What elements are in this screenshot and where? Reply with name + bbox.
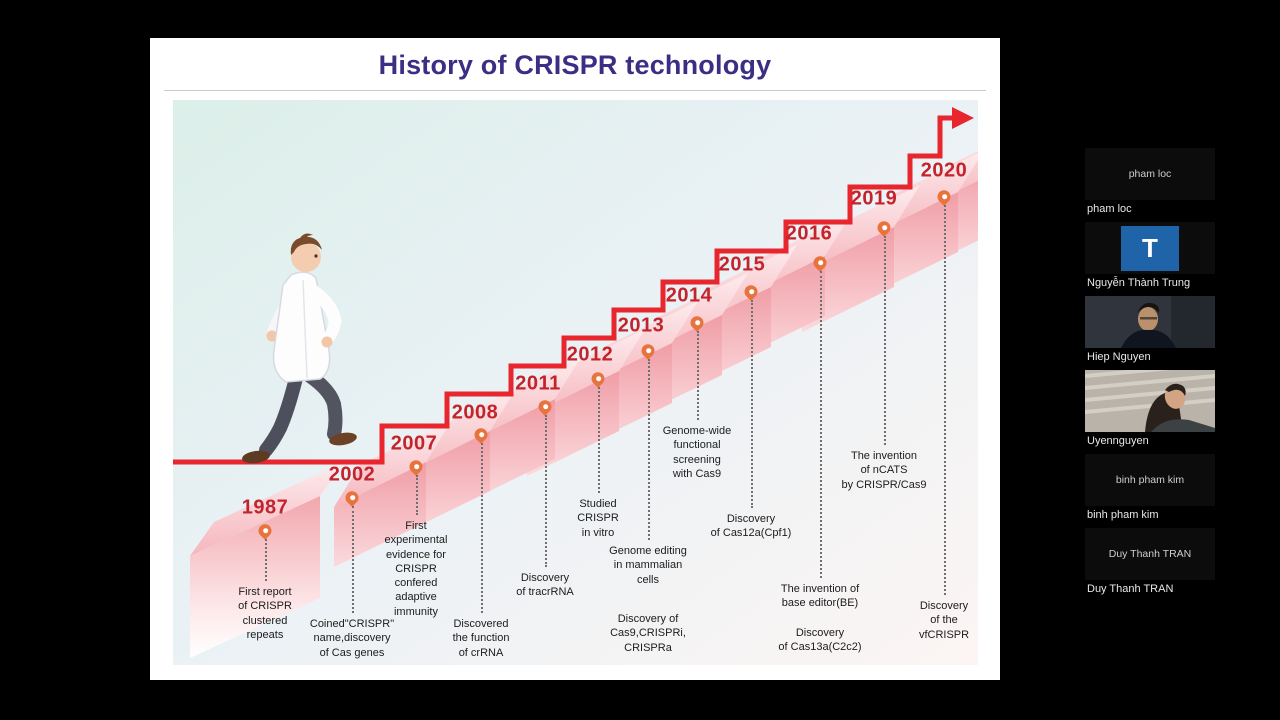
dotted-connector: [416, 475, 418, 515]
dotted-connector: [751, 300, 753, 508]
growth-arrow: [173, 107, 974, 465]
location-pin-icon: [535, 397, 555, 416]
year-label: 2012: [566, 343, 614, 366]
location-pin-icon: [255, 521, 275, 540]
location-pin-icon: [874, 218, 894, 237]
participant-video-tile[interactable]: [1085, 370, 1215, 432]
timeline-step-top: [190, 462, 344, 556]
dotted-connector: [820, 271, 822, 578]
location-pin-icon: [342, 488, 362, 507]
year-label: 1987: [241, 496, 289, 519]
growth-arrow-line: [173, 115, 952, 465]
participant-video-tile[interactable]: [1085, 296, 1215, 348]
year-label: 2002: [328, 463, 376, 486]
participant-video-tile[interactable]: binh pham kim: [1085, 454, 1215, 506]
participant-name: Duy Thanh TRAN: [1087, 583, 1174, 595]
participant: pham loc pham loc: [1085, 148, 1215, 215]
description-text: The invention of base editor(BE): [780, 583, 860, 610]
timeline-layer: 1987 First report of CRISPR clustered rep…: [150, 38, 1000, 680]
timeline-step-top: [334, 420, 452, 507]
dotted-connector: [545, 415, 547, 567]
scientist-figure: [242, 233, 357, 464]
participant-video: [1085, 296, 1215, 348]
year-label: 2014: [665, 284, 713, 307]
participant-tile-label: binh pham kim: [1115, 474, 1185, 486]
description-text: Discovery of Cas9,CRISPRi, CRISPRa: [610, 613, 686, 654]
dotted-connector: [598, 387, 600, 493]
participant: T Nguyễn Thành Trung: [1085, 222, 1215, 289]
participant-name: Nguyễn Thành Trung: [1087, 277, 1191, 289]
description-text: First report of CRISPR clustered repeats: [238, 586, 292, 641]
year-label: 2020: [920, 159, 968, 182]
location-pin-icon: [588, 369, 608, 388]
description-text: Studied CRISPR in vitro: [577, 498, 619, 539]
year-label: 2007: [390, 432, 438, 455]
year-label: 2013: [617, 314, 665, 337]
location-pin-icon: [687, 313, 707, 332]
location-pin-icon: [741, 282, 761, 301]
location-pin-icon: [406, 457, 426, 476]
participant: Hiep Nguyen: [1085, 296, 1215, 363]
participant-video: [1085, 370, 1215, 432]
dotted-connector: [697, 331, 699, 420]
description-text: The invention of nCATS by CRISPR/Cas9: [841, 450, 927, 491]
participant-name: pham loc: [1087, 203, 1132, 215]
participant-video-tile[interactable]: T: [1085, 222, 1215, 274]
dotted-connector: [648, 359, 650, 540]
description-text: Discovery of Cas13a(C2c2): [778, 627, 862, 654]
participants-panel: pham loc pham loc T Nguyễn Thành Trung Hiep …: [1085, 148, 1215, 602]
slide-title: History of CRISPR technology: [378, 50, 772, 80]
participant: Uyennguyen: [1085, 370, 1215, 447]
location-pin-icon: [934, 187, 954, 206]
description-text: Discovered the function of crRNA: [452, 618, 510, 659]
title-divider: [164, 90, 986, 91]
year-label: 2011: [515, 372, 561, 395]
participant: binh pham kim binh pham kim: [1085, 454, 1215, 521]
participant-video-tile[interactable]: Duy Thanh TRAN: [1085, 528, 1215, 580]
description-text: Genome editing in mammalian cells: [609, 545, 687, 586]
year-label: 2008: [451, 401, 499, 424]
arrow-head-icon: [952, 107, 974, 129]
participant-name: Hiep Nguyen: [1087, 351, 1151, 363]
timeline-step-top: [802, 185, 920, 272]
year-label: 2016: [785, 222, 833, 245]
dotted-connector: [352, 506, 354, 613]
participant-video-tile[interactable]: pham loc: [1085, 148, 1215, 200]
staircase-steps: [190, 151, 978, 658]
description-text: Discovery of tracrRNA: [516, 572, 574, 599]
participant-tile-label: pham loc: [1128, 168, 1172, 180]
avatar-letter: T: [1121, 225, 1179, 271]
year-label: 2019: [850, 187, 898, 210]
location-pin-icon: [638, 341, 658, 360]
crispr-staircase-illustration: [173, 100, 978, 665]
dotted-connector: [884, 236, 886, 445]
participant-name: Uyennguyen: [1087, 435, 1149, 447]
timeline-step-front: [190, 496, 320, 658]
location-pin-icon: [810, 253, 830, 272]
participant-name: binh pham kim: [1087, 509, 1159, 521]
participant-tile-label: Duy Thanh TRAN: [1108, 548, 1192, 560]
presentation-slide: History of CRISPR technology: [150, 38, 1000, 680]
description-text: Discovery of Cas12a(Cpf1): [710, 513, 792, 540]
dotted-connector: [265, 539, 267, 581]
description-text: Coined"CRISPR" name,discovery of Cas gen…: [309, 618, 395, 659]
dotted-connector: [944, 205, 946, 595]
description-text: First experimental evidence for CRISPR c…: [384, 520, 448, 618]
year-label: 2015: [718, 253, 766, 276]
timeline-step-front: [334, 462, 426, 567]
location-pin-icon: [471, 425, 491, 444]
dotted-connector: [481, 443, 483, 613]
description-text: Genome-wide functional screening with Ca…: [662, 425, 732, 480]
description-text: Discovery of the vfCRISPR: [918, 600, 970, 641]
participant: Duy Thanh TRAN Duy Thanh TRAN: [1085, 528, 1215, 595]
